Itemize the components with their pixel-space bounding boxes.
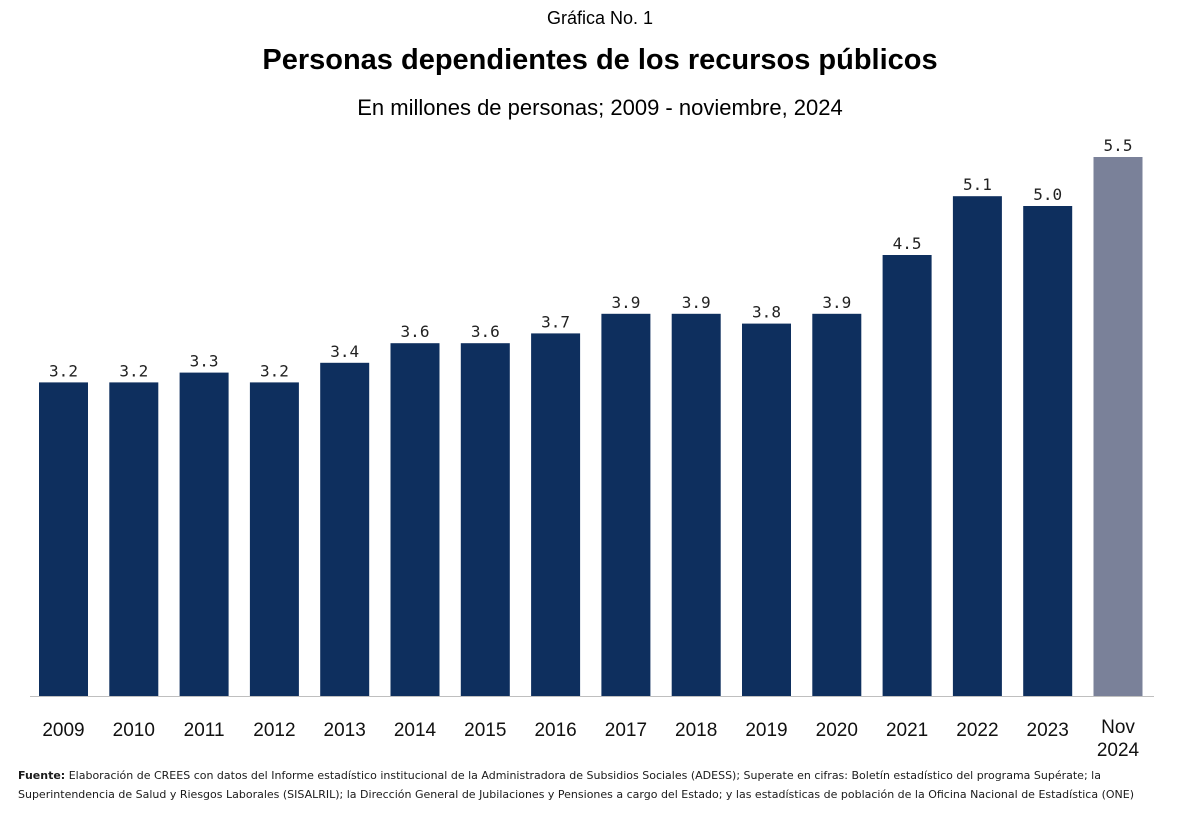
bar-value-label: 3.4 bbox=[330, 342, 359, 361]
x-tick-label: 2014 bbox=[394, 720, 437, 741]
x-tick-label: 2023 bbox=[1027, 720, 1069, 741]
bar-value-label: 4.5 bbox=[893, 234, 922, 253]
bar-2021 bbox=[882, 255, 932, 696]
bar-2016 bbox=[531, 333, 581, 696]
bar-2020 bbox=[812, 313, 862, 696]
bar-2010 bbox=[109, 382, 159, 696]
bar-2023 bbox=[1023, 206, 1073, 696]
chart-title: Personas dependientes de los recursos pú… bbox=[262, 44, 938, 76]
bar-value-label: 3.8 bbox=[752, 303, 781, 322]
x-tick-label: 2016 bbox=[534, 720, 576, 741]
x-tick-label: 2022 bbox=[956, 720, 998, 741]
bar-value-label: 3.9 bbox=[611, 293, 640, 312]
bar-value-label: 3.9 bbox=[822, 293, 851, 312]
x-tick-label: 2012 bbox=[253, 720, 295, 741]
bar-chart: 3.2 2009 3.2 2010 3.3 2011 3.2 2012 3.4 2013 3.6 20… bbox=[30, 136, 1154, 761]
x-tick-label: 2010 bbox=[113, 720, 155, 741]
bar-value-label: 3.6 bbox=[471, 322, 500, 341]
bar-2018 bbox=[671, 313, 721, 696]
x-tick-label: 2009 bbox=[42, 720, 84, 741]
bar-2011 bbox=[179, 372, 229, 696]
bar-2022 bbox=[952, 196, 1002, 696]
bar-2019 bbox=[742, 323, 791, 696]
bar-value-label: 3.6 bbox=[401, 322, 430, 341]
x-tick-label: 2017 bbox=[605, 720, 647, 741]
bar-2014 bbox=[390, 343, 440, 696]
bar-2013 bbox=[320, 362, 370, 696]
chart-subtitle: En millones de personas; 2009 - noviembr… bbox=[357, 95, 843, 120]
bar-2009 bbox=[39, 382, 88, 696]
bar-2015 bbox=[460, 343, 510, 696]
bar-nov-2024 bbox=[1093, 157, 1143, 696]
source-label: Fuente: bbox=[18, 769, 66, 782]
bar-value-label: 5.0 bbox=[1033, 185, 1062, 204]
bar-value-label: 3.2 bbox=[49, 361, 78, 380]
bar-2017 bbox=[601, 313, 651, 696]
x-tick-label: 2021 bbox=[886, 720, 928, 741]
x-tick-label: 2011 bbox=[184, 720, 225, 741]
bar-value-label: 5.5 bbox=[1104, 136, 1133, 155]
bar-2012 bbox=[249, 382, 299, 696]
x-tick-label: 2015 bbox=[464, 720, 506, 741]
x-tick-label: 2018 bbox=[675, 720, 717, 741]
source-text: Elaboración de CREES con datos del Infor… bbox=[18, 769, 1135, 801]
x-tick-label: 2013 bbox=[324, 720, 366, 741]
bar-value-label: 3.2 bbox=[260, 361, 289, 380]
x-tick-label: 2019 bbox=[745, 720, 787, 741]
bar-value-label: 3.2 bbox=[119, 361, 148, 380]
source-note: Fuente: Elaboración de CREES con datos d… bbox=[18, 766, 1188, 804]
bar-value-label: 3.3 bbox=[190, 352, 219, 371]
bar-value-label: 5.1 bbox=[963, 175, 992, 194]
x-tick-label: 2020 bbox=[816, 720, 858, 741]
chart-kicker: Gráfica No. 1 bbox=[546, 8, 654, 28]
x-tick-label: Nov 2024 bbox=[1097, 717, 1140, 761]
bar-value-label: 3.7 bbox=[541, 312, 570, 331]
bar-value-label: 3.9 bbox=[682, 293, 711, 312]
